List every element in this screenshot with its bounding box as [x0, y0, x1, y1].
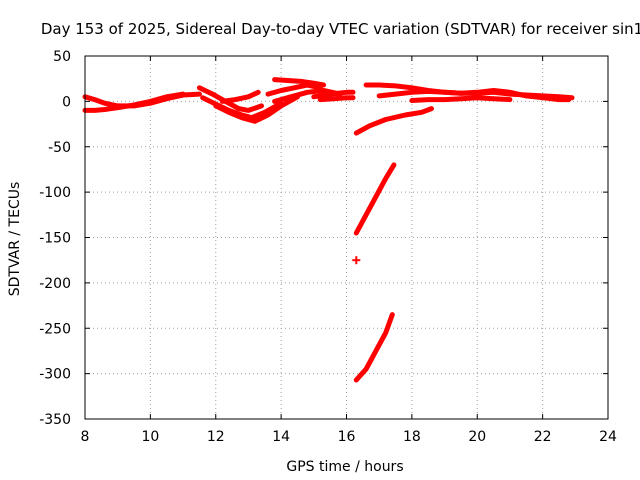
- series-track-f: [219, 89, 261, 104]
- x-tick-label: 10: [141, 429, 159, 445]
- y-tick-label: -150: [39, 231, 71, 247]
- series-track-c: [196, 85, 264, 113]
- x-tick-label: 12: [207, 429, 225, 445]
- y-tick-label: -100: [39, 185, 71, 201]
- y-tick-label: 0: [62, 94, 71, 110]
- series-track-e: [213, 94, 300, 124]
- axis-ticks: 8 10 12 14 16 18 20 22 24 50 0 -50 -100 -150 -200 -250 -…: [39, 49, 617, 445]
- chart-title: Day 153 of 2025, Sidereal Day-to-day VTE…: [41, 20, 640, 38]
- series-track-h: [272, 88, 343, 104]
- series-track-j: [311, 89, 356, 100]
- x-tick-label: 18: [403, 429, 421, 445]
- series-track-q: [353, 312, 395, 383]
- x-tick-label: 22: [534, 429, 552, 445]
- x-tick-label: 16: [338, 429, 356, 445]
- series-track-b: [82, 91, 186, 113]
- x-tick-label: 14: [272, 429, 290, 445]
- x-tick-label: 8: [81, 429, 90, 445]
- x-tick-label: 20: [468, 429, 486, 445]
- gridlines: [85, 56, 608, 419]
- y-axis-label: SDTVAR / TECUs: [7, 182, 23, 297]
- x-tick-label: 24: [599, 429, 617, 445]
- data-series: [82, 77, 575, 383]
- x-axis-label: GPS time / hours: [286, 459, 403, 475]
- y-tick-label: -350: [39, 412, 71, 428]
- y-tick-label: -250: [39, 321, 71, 337]
- series-track-o: [353, 106, 434, 136]
- y-tick-label: -50: [48, 140, 71, 156]
- y-tick-label: -300: [39, 367, 71, 383]
- series-track-n: [409, 95, 513, 103]
- series-track-p: [353, 162, 397, 236]
- data-point: [352, 256, 361, 265]
- series-track-i: [272, 77, 327, 88]
- series-track-m: [376, 88, 572, 103]
- y-tick-label: -200: [39, 276, 71, 292]
- series-track-g: [265, 82, 323, 97]
- series-track-k: [317, 95, 356, 103]
- y-tick-label: 50: [53, 49, 71, 65]
